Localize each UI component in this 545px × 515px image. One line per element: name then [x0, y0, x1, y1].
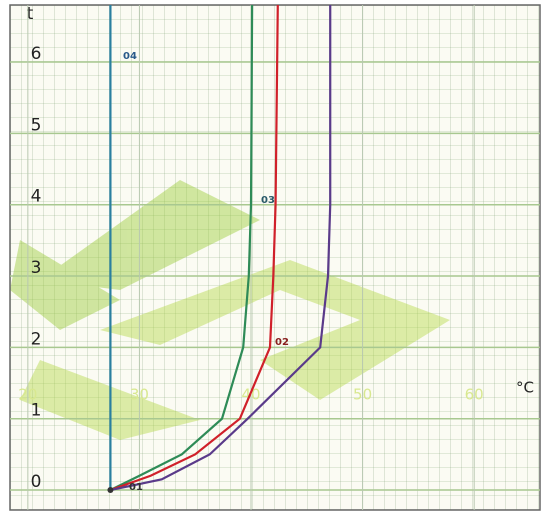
x-tick-label: 50: [353, 386, 372, 404]
watermark: [10, 180, 450, 440]
curve-label: 04: [123, 51, 137, 62]
x-tick-label: 60: [465, 386, 484, 404]
y-tick-label: 1: [31, 401, 42, 421]
curve-label: 03: [261, 195, 275, 206]
curve-label: 02: [275, 337, 289, 348]
chart: t °C 0123456203040506001020304: [0, 0, 545, 515]
x-tick-label: 30: [130, 386, 149, 404]
screenshot: t °C 0123456203040506001020304: [0, 0, 545, 515]
y-tick-label: 3: [31, 258, 42, 278]
origin-dot: [107, 487, 113, 493]
y-tick-label: 6: [31, 44, 42, 64]
x-axis-label: °C: [516, 379, 534, 397]
x-tick-label: 20: [18, 386, 37, 404]
y-tick-label: 0: [31, 472, 42, 492]
y-tick-label: 2: [31, 329, 42, 349]
y-tick-label: 4: [31, 187, 42, 207]
curve-label: 01: [129, 482, 143, 493]
y-tick-label: 5: [31, 115, 42, 135]
